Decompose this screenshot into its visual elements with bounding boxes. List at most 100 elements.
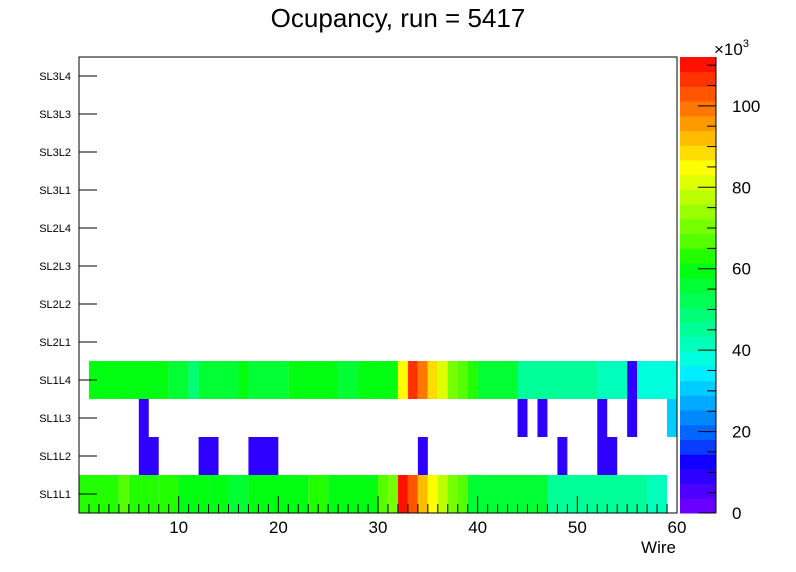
- heatmap-cell: [228, 475, 249, 513]
- chart-title: Ocupancy, run = 5417: [271, 3, 526, 33]
- heatmap-cell: [627, 361, 638, 399]
- colorbar-tick-label: 0: [732, 504, 741, 523]
- heatmap-cell: [427, 475, 438, 513]
- heatmap-cell: [437, 475, 448, 513]
- colorbar-segment: [680, 115, 716, 132]
- colorbar-segment: [680, 336, 716, 352]
- heatmap-cell: [168, 361, 189, 399]
- colorbar-segment: [680, 468, 716, 485]
- colorbar-segment: [680, 321, 716, 337]
- heatmap-cell: [537, 399, 548, 437]
- y-tick-label: SL3L1: [39, 185, 71, 197]
- y-axis: SL1L1 SL1L2 SL1L3 SL1L4 SL2L1 SL2L2 SL2L3 SL2L4…: [39, 71, 97, 501]
- colorbar-segment: [680, 145, 716, 161]
- heatmap-cell: [198, 361, 239, 399]
- heatmap-cells: [79, 361, 677, 513]
- heatmap-cell: [178, 475, 209, 513]
- heatmap-cell: [248, 361, 289, 399]
- heatmap-cell: [407, 475, 418, 513]
- heatmap-cell: [477, 361, 518, 399]
- heatmap-cell: [457, 361, 468, 399]
- y-tick-label: SL2L4: [39, 223, 71, 235]
- y-tick-label: SL3L4: [39, 71, 71, 83]
- y-tick-label: SL1L1: [39, 489, 71, 501]
- heatmap-cell: [417, 437, 428, 475]
- colorbar-segment: [680, 380, 716, 396]
- colorbar-segment: [680, 454, 716, 470]
- x-tick-label: 40: [468, 518, 487, 537]
- colorbar-segment: [680, 498, 716, 514]
- heatmap-cell: [407, 361, 418, 399]
- heatmap-cell: [667, 399, 677, 437]
- colorbar-tick-label: 100: [732, 97, 760, 116]
- heatmap-cell: [437, 361, 448, 399]
- heatmap-cell: [208, 475, 229, 513]
- colorbar-segment: [680, 204, 716, 220]
- heatmap-cell: [557, 437, 568, 475]
- heatmap-cell: [238, 361, 249, 399]
- heatmap-cell: [158, 475, 179, 513]
- colorbar-multiplier-exponent: 3: [743, 38, 749, 50]
- heatmap-cell: [467, 361, 478, 399]
- heatmap-cell: [517, 361, 598, 399]
- heatmap-cell: [358, 361, 398, 399]
- heatmap-cell: [417, 475, 428, 513]
- heatmap-cell: [517, 399, 528, 437]
- colorbar-segment: [680, 292, 716, 308]
- x-tick-label: 20: [269, 518, 288, 537]
- y-tick-label: SL3L2: [39, 147, 71, 159]
- heatmap-cell: [427, 361, 438, 399]
- colorbar-segment: [680, 71, 716, 87]
- heatmap-cell: [387, 475, 398, 513]
- colorbar: 0 20 40 60 80 100: [680, 57, 760, 523]
- heatmap-cell: [627, 399, 638, 437]
- y-tick-label: SL2L3: [39, 261, 71, 273]
- colorbar-segment: [680, 248, 716, 264]
- colorbar-segment: [680, 277, 716, 293]
- colorbar-segment: [680, 130, 716, 146]
- y-tick-label: SL3L3: [39, 109, 71, 121]
- heatmap-cell: [447, 361, 458, 399]
- colorbar-segment: [680, 365, 716, 382]
- colorbar-segment: [680, 159, 716, 176]
- x-axis-label: Wire: [641, 538, 676, 557]
- heatmap-cell: [597, 437, 618, 475]
- heatmap-cell: [138, 437, 159, 475]
- heatmap-cell: [308, 475, 329, 513]
- heatmap-cell: [248, 437, 279, 475]
- colorbar-multiplier: ×103: [714, 38, 749, 59]
- colorbar-tick-label: 20: [732, 423, 751, 442]
- y-tick-label: SL1L4: [39, 375, 71, 387]
- heatmap-cell: [447, 475, 458, 513]
- colorbar-segment: [680, 351, 716, 367]
- x-axis: 10 20 30 40 50 60: [88, 496, 687, 537]
- heatmap-cell: [128, 475, 159, 513]
- heatmap-cell: [198, 437, 219, 475]
- heatmap-cell: [397, 361, 408, 399]
- plot-frame: [78, 56, 678, 514]
- colorbar-tick-label: 40: [732, 341, 751, 360]
- colorbar-segment: [680, 233, 716, 249]
- colorbar-tick-label: 60: [732, 260, 751, 279]
- y-tick-label: SL1L2: [39, 451, 71, 463]
- colorbar-segment: [680, 424, 716, 440]
- x-tick-label: 10: [169, 518, 188, 537]
- heatmap-cell: [188, 361, 199, 399]
- colorbar-segment: [680, 86, 716, 102]
- x-tick-label: 60: [668, 518, 687, 537]
- x-tick-label: 30: [369, 518, 388, 537]
- colorbar-segment: [680, 307, 716, 323]
- colorbar-multiplier-base: ×10: [714, 40, 743, 59]
- heatmap-cell: [138, 399, 149, 437]
- heatmap-cell: [647, 475, 668, 513]
- heatmap-cell: [597, 399, 608, 437]
- heatmap-cell: [88, 361, 169, 399]
- colorbar-segment: [680, 218, 716, 235]
- x-tick-label: 50: [568, 518, 587, 537]
- colorbar-segment: [680, 189, 716, 205]
- y-tick-label: SL1L3: [39, 413, 71, 425]
- heatmap-cell: [417, 361, 428, 399]
- heatmap-cell: [118, 475, 129, 513]
- colorbar-segment: [680, 395, 716, 411]
